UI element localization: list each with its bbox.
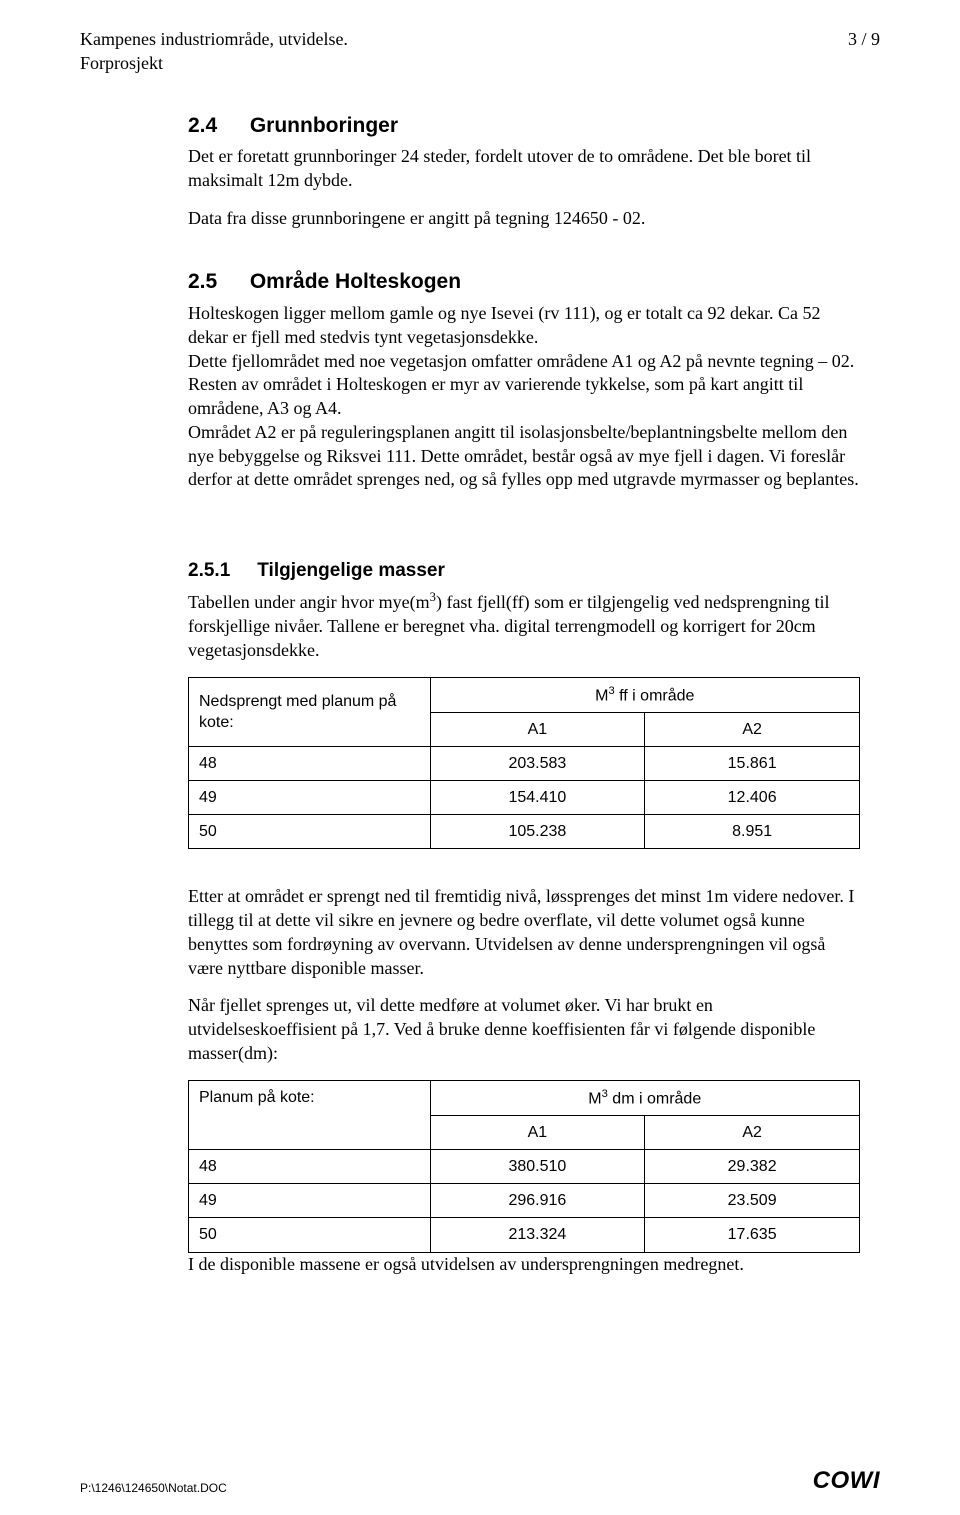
table-ff: Nedsprengt med planum på kote: M3 ff i o… [188,677,860,850]
table-col-a1: A1 [430,712,645,746]
text: dm i område [608,1090,701,1107]
text: M [588,1090,601,1107]
table-cell: 154.410 [430,781,645,815]
table-row: 50 105.238 8.951 [189,815,860,849]
table-row: 49 154.410 12.406 [189,781,860,815]
paragraph: Tabellen under angir hvor mye(m3) fast f… [188,589,860,662]
heading-title: Tilgjengelige masser [257,560,445,581]
table-row: Planum på kote: M3 dm i område [189,1080,860,1115]
doc-title: Kampenes industriområde, utvidelse. Forp… [80,28,348,76]
table-cell: 203.583 [430,747,645,781]
page-number: 3 / 9 [848,28,880,76]
table-cell: 49 [189,1184,431,1218]
table-cell: 29.382 [645,1150,860,1184]
text: ff i område [615,687,695,704]
paragraph: Det er foretatt grunnboringer 24 steder,… [188,145,860,193]
heading-2-5: 2.5 Område Holteskogen [188,268,860,296]
text: M [595,687,608,704]
heading-number: 2.5.1 [188,558,252,583]
file-path: P:\1246\124650\Notat.DOC [80,1481,227,1497]
table-cell: 50 [189,815,431,849]
table-cell: 48 [189,1150,431,1184]
table-header-top: M3 ff i område [430,677,859,712]
table-cell: 213.324 [430,1218,645,1252]
heading-number: 2.4 [188,112,244,140]
table-cell: 23.509 [645,1184,860,1218]
heading-title: Område Holteskogen [250,270,461,293]
table-row: 48 380.510 29.382 [189,1150,860,1184]
paragraph: Holteskogen ligger mellom gamle og nye I… [188,302,860,350]
table-header-left: Nedsprengt med planum på kote: [189,677,431,747]
table-cell: 105.238 [430,815,645,849]
paragraph: Når fjellet sprenges ut, vil dette medfø… [188,994,860,1065]
table-cell: 50 [189,1218,431,1252]
table-col-a2: A2 [645,712,860,746]
table-row: 48 203.583 15.861 [189,747,860,781]
table-col-a1: A1 [430,1116,645,1150]
table-cell: 15.861 [645,747,860,781]
table-header-top: M3 dm i område [430,1080,859,1115]
page-header: Kampenes industriområde, utvidelse. Forp… [80,28,880,76]
paragraph: Resten av området i Holteskogen er myr a… [188,373,860,421]
paragraph: Data fra disse grunnboringene er angitt … [188,207,860,231]
heading-2-4: 2.4 Grunnboringer [188,112,860,140]
doc-title-line2: Forprosjekt [80,53,163,73]
table-cell: 17.635 [645,1218,860,1252]
paragraph: I de disponible massene er også utvidels… [188,1253,860,1277]
table-cell: 48 [189,747,431,781]
table-cell: 49 [189,781,431,815]
table-cell: 380.510 [430,1150,645,1184]
table-cell: 12.406 [645,781,860,815]
table-dm: Planum på kote: M3 dm i område A1 A2 48 … [188,1080,860,1253]
table-row: 50 213.324 17.635 [189,1218,860,1252]
table-cell: 296.916 [430,1184,645,1218]
table-header-left: Planum på kote: [189,1080,431,1150]
table-row: Nedsprengt med planum på kote: M3 ff i o… [189,677,860,712]
table-col-a2: A2 [645,1116,860,1150]
heading-number: 2.5 [188,268,244,296]
logo-cowi: COWI [813,1465,880,1497]
heading-title: Grunnboringer [250,114,398,137]
paragraph: Området A2 er på reguleringsplanen angit… [188,421,860,492]
heading-2-5-1: 2.5.1 Tilgjengelige masser [188,558,860,583]
content: 2.4 Grunnboringer Det er foretatt grunnb… [188,112,860,1277]
paragraph: Etter at området er sprengt ned til frem… [188,885,860,980]
page: Kampenes industriområde, utvidelse. Forp… [0,0,960,1515]
table-cell: 8.951 [645,815,860,849]
paragraph: Dette fjellområdet med noe vegetasjon om… [188,350,860,374]
doc-title-line1: Kampenes industriområde, utvidelse. [80,29,348,49]
table-row: 49 296.916 23.509 [189,1184,860,1218]
text: Tabellen under angir hvor mye(m [188,592,430,612]
page-footer: P:\1246\124650\Notat.DOC COWI [80,1465,880,1497]
